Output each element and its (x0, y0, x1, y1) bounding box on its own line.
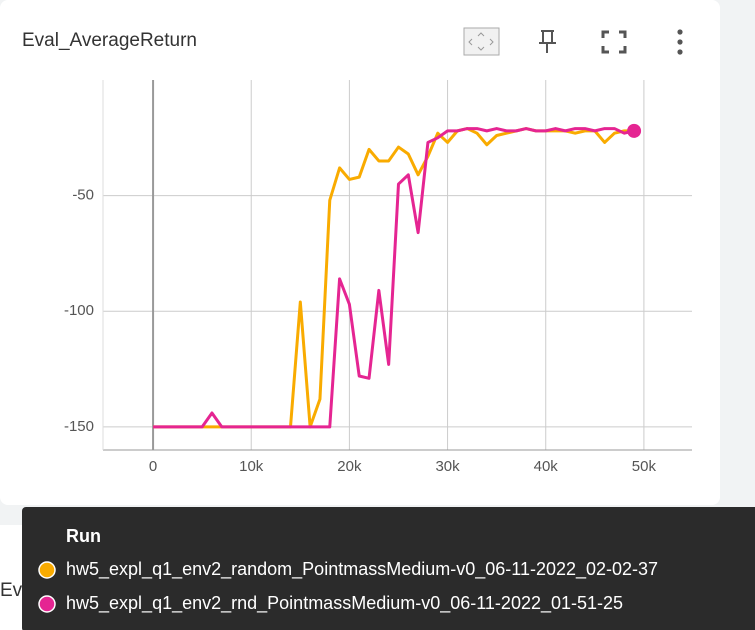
legend-label: hw5_expl_q1_env2_rnd_PointmassMedium-v0_… (66, 593, 623, 614)
y-tick-label: -100 (64, 302, 94, 319)
x-tick-label: 30k (435, 458, 460, 475)
tooltip-header: Run (66, 526, 101, 546)
card (0, 0, 720, 505)
x-tick-label: 50k (632, 458, 657, 475)
end-point (627, 123, 642, 138)
more-button[interactable] (677, 29, 683, 55)
plot: -150 -100 -50 0 10k 20k 30k 40k 50k (64, 80, 692, 475)
series-line (153, 127, 635, 429)
legend-swatch (38, 561, 56, 579)
x-tick-label: 40k (534, 458, 559, 475)
legend-swatch (38, 595, 56, 613)
x-tick-label: 10k (239, 458, 264, 475)
tooltip-box (22, 507, 755, 630)
fit-domain-button[interactable] (463, 27, 500, 56)
legend: hw5_expl_q1_env2_random_PointmassMedium-… (38, 559, 658, 614)
x-tick-label: 0 (149, 458, 157, 475)
tooltip: Run hw5_expl_q1_env2_random_PointmassMed… (22, 507, 755, 630)
pin-button[interactable] (539, 30, 556, 53)
fullscreen-button[interactable] (601, 30, 627, 54)
y-tick-label: -50 (72, 187, 94, 204)
y-tick-label: -150 (64, 418, 94, 435)
toolbar (463, 27, 683, 56)
x-tick-label: 20k (337, 458, 362, 475)
card-title: Eval_AverageReturn (22, 30, 197, 51)
legend-label: hw5_expl_q1_env2_random_PointmassMedium-… (66, 559, 658, 580)
